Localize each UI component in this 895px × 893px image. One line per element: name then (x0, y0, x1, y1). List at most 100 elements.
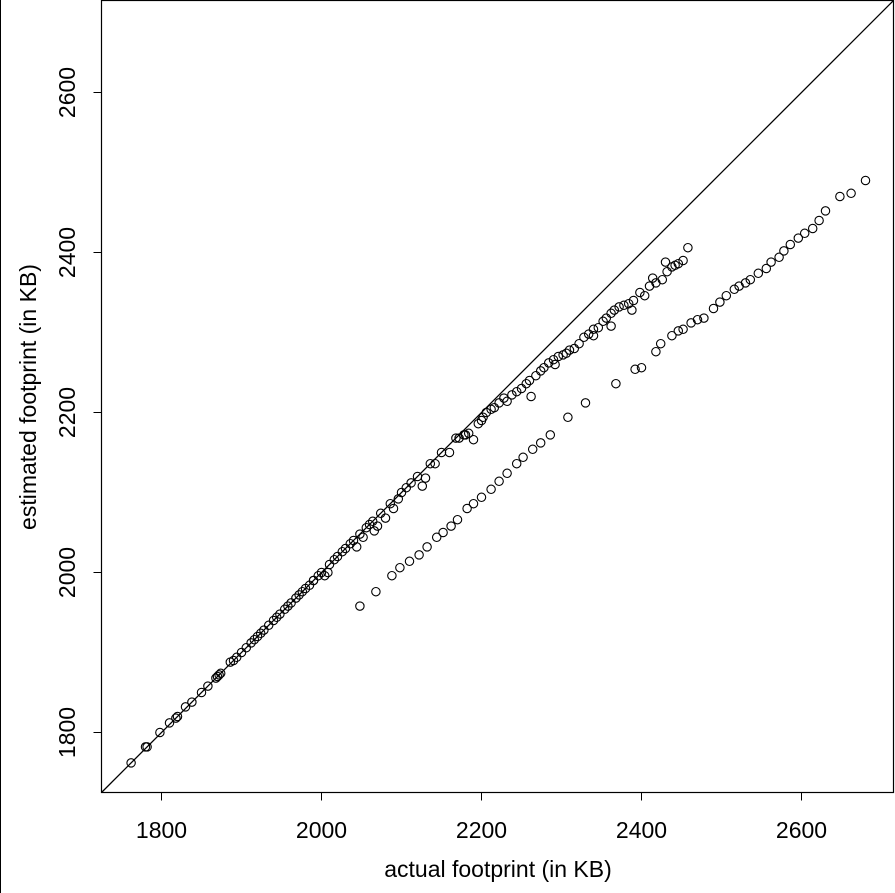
data-point (799, 228, 810, 239)
data-point (337, 546, 348, 557)
data-point (215, 668, 226, 679)
data-point (745, 274, 756, 285)
data-point (606, 321, 616, 331)
data-point (294, 590, 304, 600)
data-point (329, 554, 340, 565)
data-point (231, 652, 242, 663)
data-point (611, 378, 621, 389)
data-point (670, 260, 680, 271)
data-point (286, 598, 296, 608)
data-point (380, 513, 391, 523)
data-point (425, 458, 436, 469)
data-point (279, 604, 290, 615)
x-axis-label: actual footprint (in KB) (384, 856, 612, 882)
data-point (548, 354, 559, 365)
data-point (414, 550, 424, 560)
data-point (255, 628, 266, 639)
data-point (518, 452, 528, 463)
data-point (196, 687, 207, 698)
data-point (502, 396, 512, 407)
data-point (574, 338, 584, 349)
data-point (761, 263, 772, 274)
data-point (481, 407, 492, 418)
data-point (579, 332, 589, 343)
data-point (729, 284, 740, 295)
data-point (516, 383, 527, 394)
data-point (708, 303, 719, 314)
data-point (236, 647, 247, 658)
data-point (601, 313, 612, 323)
data-point (766, 257, 776, 267)
data-point (468, 434, 479, 445)
data-point (452, 514, 463, 525)
data-point (521, 378, 532, 389)
data-point (451, 433, 461, 443)
data-point (753, 268, 764, 279)
data-point (438, 527, 448, 538)
data-point (308, 575, 319, 586)
data-point (388, 503, 399, 514)
data-point (316, 567, 327, 578)
data-point (662, 266, 672, 277)
data-point (561, 348, 572, 359)
data-point (126, 758, 136, 768)
data-point (214, 670, 224, 680)
data-point (593, 322, 604, 333)
data-point (444, 447, 455, 458)
data-point (476, 492, 487, 503)
data-point (835, 191, 845, 202)
data-point (241, 642, 252, 653)
data-point (355, 529, 365, 539)
data-point (164, 718, 175, 728)
data-point (598, 316, 608, 327)
data-point (246, 638, 256, 648)
data-point (486, 484, 496, 495)
data-point (779, 246, 789, 256)
data-point (351, 542, 362, 552)
data-point (460, 430, 471, 440)
data-point (249, 634, 260, 645)
data-point (667, 330, 677, 341)
data-point (535, 438, 546, 448)
data-point (263, 620, 274, 631)
data-point (367, 516, 378, 527)
data-point (358, 532, 368, 543)
y-tick-label: 2000 (54, 547, 80, 598)
y-axis-label: estimated footprint (in KB) (15, 264, 41, 530)
data-point (417, 481, 428, 491)
data-point (647, 273, 658, 283)
data-point (793, 233, 804, 243)
data-point (614, 302, 624, 312)
data-point (524, 375, 535, 386)
data-point (489, 402, 500, 413)
data-point (211, 673, 221, 683)
data-point (422, 542, 432, 552)
x-tick-label: 2000 (296, 817, 347, 843)
y-tick-label: 1800 (54, 707, 80, 758)
data-point (619, 300, 629, 311)
x-tick-label: 2200 (456, 817, 507, 843)
data-point (721, 290, 732, 301)
data-point (545, 430, 556, 440)
data-point (401, 482, 412, 493)
data-point (340, 543, 351, 554)
data-point (531, 370, 541, 381)
data-point (180, 702, 191, 712)
data-point (507, 390, 517, 400)
data-point (375, 508, 386, 519)
data-point (550, 359, 560, 370)
data-point (404, 556, 415, 567)
y-tick-label: 2600 (54, 67, 80, 118)
data-point (715, 297, 725, 307)
data-point (814, 215, 824, 226)
data-point (583, 329, 594, 339)
data-point (172, 711, 183, 722)
data-point (324, 559, 335, 570)
data-point (291, 593, 301, 603)
data-point (630, 364, 640, 375)
x-tick-label: 2600 (776, 817, 827, 843)
data-point (473, 418, 484, 429)
data-point (609, 305, 620, 315)
data-point (692, 314, 703, 325)
data-point (187, 697, 197, 707)
